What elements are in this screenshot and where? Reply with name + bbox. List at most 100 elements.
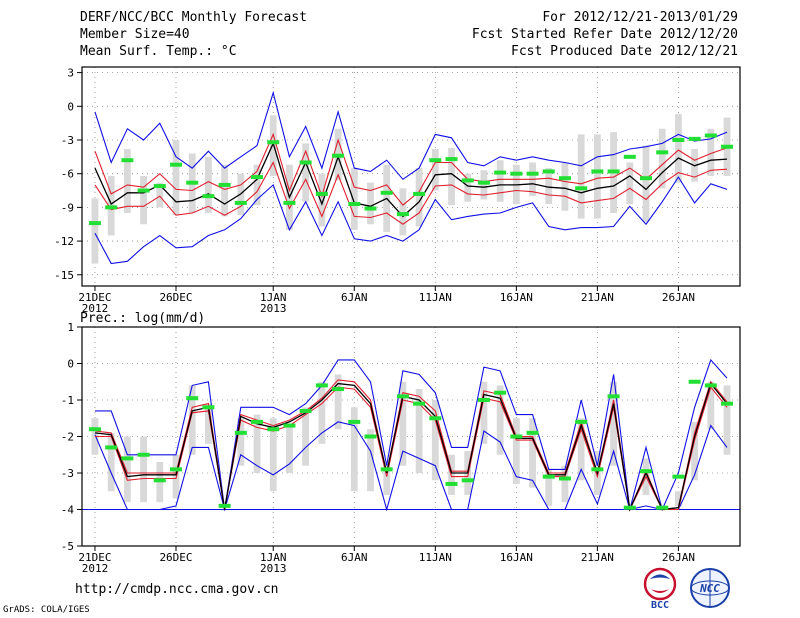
ensemble-box — [399, 381, 407, 466]
median-mark — [267, 140, 280, 145]
median-mark — [429, 416, 442, 421]
median-mark — [672, 474, 685, 479]
ensemble-box — [383, 465, 391, 495]
median-mark — [510, 171, 523, 176]
x-tick-label: 26JAN — [662, 551, 695, 564]
series-line-upper — [94, 132, 728, 206]
median-mark — [153, 478, 166, 483]
ensemble-box — [156, 182, 164, 208]
forecast-period: For 2012/12/21-2013/01/29 — [542, 10, 738, 25]
ncc-logo-text: NCC — [699, 582, 720, 595]
median-mark — [153, 184, 166, 189]
median-mark — [445, 157, 458, 162]
median-mark — [704, 383, 717, 388]
median-mark — [348, 202, 361, 207]
median-mark — [299, 160, 312, 165]
source-url[interactable]: http://cmdp.ncc.cma.gov.cn — [75, 582, 279, 597]
ensemble-box — [253, 164, 261, 206]
median-mark — [218, 182, 231, 187]
median-mark — [591, 169, 604, 174]
ensemble-box — [237, 418, 245, 466]
ensemble-box — [561, 465, 569, 503]
x-tick-year: 2013 — [260, 302, 287, 315]
ensemble-box — [561, 162, 569, 211]
median-mark — [202, 194, 215, 199]
median-mark — [137, 452, 150, 457]
median-mark — [380, 190, 393, 195]
median-mark — [283, 200, 296, 205]
x-tick-label: 16JAN — [500, 291, 533, 304]
ensemble-box — [691, 421, 699, 481]
ensemble-box — [221, 164, 229, 217]
ensemble-box — [350, 168, 358, 230]
median-mark — [380, 467, 393, 472]
ensemble-box — [577, 418, 585, 481]
ensemble-box — [675, 114, 682, 183]
ensemble-box — [269, 418, 277, 492]
ensemble-box — [512, 418, 520, 484]
x-tick-label: 21DEC — [78, 551, 111, 564]
bcc-logo: BCC — [643, 567, 677, 610]
variable-label-temp: Mean Surf. Temp.: °C — [80, 44, 237, 59]
median-mark — [299, 408, 312, 413]
forecast-produced-date: Fcst Produced Date 2012/12/21 — [511, 44, 738, 59]
y-tick-label: -4 — [61, 504, 75, 517]
ensemble-box — [302, 407, 310, 466]
ensemble-box — [593, 134, 601, 219]
median-mark — [623, 505, 636, 510]
median-mark — [396, 394, 409, 399]
median-mark — [558, 176, 571, 181]
y-tick-label: -2 — [61, 431, 74, 444]
median-mark — [234, 430, 247, 435]
y-tick-label: -12 — [54, 235, 74, 248]
ensemble-box — [318, 173, 326, 227]
median-mark — [542, 169, 555, 174]
ensemble-box — [253, 414, 261, 473]
median-mark — [591, 467, 604, 472]
header-right: For 2012/12/21-2013/01/29 Fcst Started R… — [472, 9, 738, 60]
member-size: Member Size=40 — [80, 27, 190, 42]
median-mark — [364, 434, 377, 439]
median-mark — [656, 150, 669, 155]
x-tick-label: 21JAN — [581, 551, 614, 564]
median-mark — [558, 476, 571, 481]
median-mark — [137, 188, 150, 193]
x-tick-year: 2012 — [82, 302, 109, 315]
x-tick-label: 6JAN — [341, 291, 368, 304]
median-mark — [672, 138, 685, 142]
median-mark — [575, 186, 588, 191]
median-mark — [623, 154, 636, 159]
median-mark — [105, 445, 118, 450]
median-mark — [688, 379, 701, 384]
ensemble-box — [188, 385, 196, 455]
ensemble-box — [480, 170, 488, 200]
median-mark — [688, 136, 701, 141]
series-line-min — [94, 421, 728, 512]
y-tick-label: -15 — [54, 269, 74, 282]
median-mark — [445, 481, 458, 486]
median-mark — [105, 205, 118, 210]
y-tick-label: 0 — [67, 358, 74, 371]
ensemble-box — [367, 182, 374, 225]
median-mark — [251, 419, 264, 424]
median-mark — [121, 158, 134, 163]
x-tick-label: 1JAN — [260, 551, 287, 564]
ensemble-box — [545, 168, 553, 205]
median-mark — [364, 206, 377, 211]
x-tick-label: 11JAN — [419, 551, 452, 564]
ensemble-box — [496, 160, 504, 202]
median-mark — [413, 401, 426, 406]
ensemble-box — [123, 148, 131, 213]
median-mark — [721, 401, 734, 406]
series-line-lower — [94, 161, 728, 225]
median-mark — [186, 180, 199, 185]
x-tick-year: 2013 — [260, 562, 287, 575]
ensemble-box — [140, 175, 147, 225]
agency-logos: BCC NCC — [643, 567, 730, 610]
ensemble-box — [415, 389, 423, 473]
median-mark — [477, 398, 490, 402]
ensemble-box — [448, 147, 455, 206]
median-mark — [283, 423, 296, 428]
